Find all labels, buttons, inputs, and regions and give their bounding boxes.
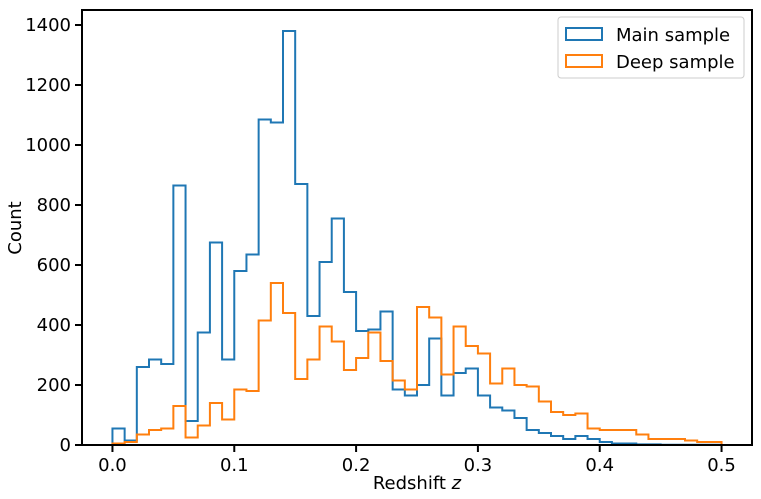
bin-deep-sample-12 [259, 321, 271, 446]
bin-deep-sample-6 [186, 438, 198, 446]
bin-deep-sample-25 [417, 307, 429, 445]
series-main-sample-step-line [111, 30, 723, 446]
bin-deep-sample-24 [405, 390, 417, 446]
bin-deep-sample-30 [478, 354, 490, 446]
bin-deep-sample-4 [161, 429, 173, 446]
series-layer [111, 30, 723, 446]
bin-deep-sample-43 [636, 435, 648, 446]
x-tick-label: 0.3 [464, 455, 493, 476]
y-tick-label: 400 [37, 315, 71, 336]
bin-deep-sample-14 [283, 313, 295, 445]
bin-deep-sample-38 [575, 414, 587, 446]
bin-deep-sample-33 [514, 385, 526, 445]
bin-deep-sample-10 [234, 390, 246, 446]
y-axis-ticks: 0 200 400 600 800 1000 1200 1400 [25, 15, 82, 456]
legend-box [557, 16, 745, 79]
bin-deep-sample-35 [539, 402, 551, 446]
bin-deep-sample-21 [368, 333, 380, 446]
bin-deep-sample-39 [588, 429, 600, 446]
x-axis-ticks: 0.0 0.1 0.2 0.3 0.4 0.5 [98, 445, 736, 476]
bin-deep-sample-32 [502, 369, 514, 446]
x-tick-label: 0.2 [342, 455, 371, 476]
bin-deep-sample-26 [429, 318, 441, 446]
plot-frame [81, 9, 753, 446]
bin-deep-sample-36 [551, 412, 563, 445]
bin-deep-sample-8 [210, 403, 222, 445]
bin-deep-sample-15 [295, 379, 307, 445]
bin-deep-sample-28 [454, 327, 466, 446]
y-tick-label: 0 [60, 435, 71, 456]
bin-deep-sample-3 [149, 430, 161, 445]
bin-deep-sample-23 [393, 381, 405, 446]
legend-label-main-sample: Main sample [616, 25, 730, 46]
y-tick-label: 800 [37, 195, 71, 216]
bin-deep-sample-20 [356, 358, 368, 445]
x-tick-label: 0.4 [585, 455, 614, 476]
bin-deep-sample-11 [246, 391, 258, 445]
bin-deep-sample-7 [198, 426, 210, 446]
legend-swatch-main-sample [565, 27, 603, 41]
series-deep-sample-step-line [111, 282, 723, 445]
bin-deep-sample-5 [173, 406, 185, 445]
bin-deep-sample-16 [307, 360, 319, 446]
y-tick-label: 600 [37, 255, 71, 276]
y-axis-label: Count [5, 201, 26, 254]
legend: Main sample Deep sample [557, 16, 745, 79]
bin-deep-sample-18 [332, 342, 344, 446]
bin-deep-sample-2 [137, 435, 149, 446]
legend-swatch-deep-sample [565, 54, 603, 68]
bin-deep-sample-41 [612, 430, 624, 445]
y-tick-label: 1400 [25, 15, 71, 36]
x-tick-label: 0.1 [220, 455, 249, 476]
x-axis-label: Redshift z [373, 473, 462, 494]
bin-deep-sample-9 [222, 420, 234, 446]
bin-deep-sample-17 [320, 327, 332, 446]
bin-deep-sample-37 [563, 415, 575, 445]
bin-main-sample-2 [137, 367, 149, 445]
y-tick-label: 1000 [25, 135, 71, 156]
x-tick-label: 0.5 [707, 455, 736, 476]
bin-deep-sample-13 [271, 283, 283, 445]
bin-deep-sample-34 [527, 387, 539, 446]
bin-deep-sample-42 [624, 430, 636, 445]
bin-deep-sample-31 [490, 384, 502, 446]
bin-deep-sample-40 [600, 430, 612, 445]
bin-deep-sample-27 [441, 375, 453, 446]
x-tick-label: 0.0 [98, 455, 127, 476]
bin-deep-sample-19 [344, 370, 356, 445]
y-tick-label: 200 [37, 375, 71, 396]
legend-label-deep-sample: Deep sample [616, 52, 735, 73]
y-tick-label: 1200 [25, 75, 71, 96]
bin-deep-sample-22 [380, 361, 392, 445]
bin-deep-sample-29 [466, 346, 478, 445]
